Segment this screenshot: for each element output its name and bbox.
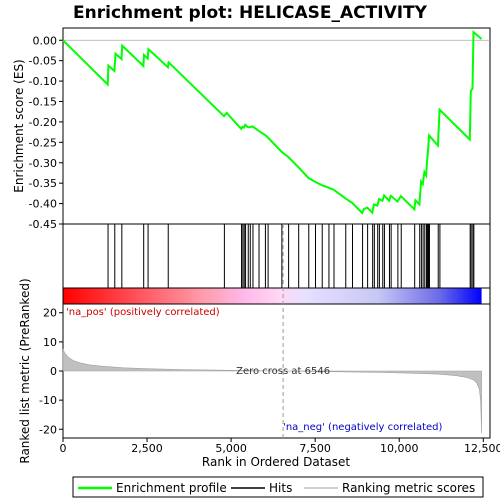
zero-cross-label: Zero cross at 6546: [236, 366, 330, 377]
x-axis-label: Rank in Ordered Dataset: [202, 455, 350, 469]
es-y-tick-label: -0.40: [29, 198, 57, 211]
metric-y-tick-label: -20: [39, 423, 57, 436]
legend-metric-label: Ranking metric scores: [342, 481, 475, 495]
legend-profile-label: Enrichment profile: [116, 481, 227, 495]
x-axis: 0 2,500 5,000 7,500 10,000 12,500: [60, 438, 500, 455]
metric-y-tick-label: 20: [43, 307, 57, 320]
es-y-axis: 0.00 -0.05 -0.10 -0.15 -0.20 -0.25 -0.30 -0.35 -…: [29, 34, 63, 231]
hits-panel: [62, 223, 491, 289]
x-tick-label: 5,000: [215, 442, 247, 455]
metric-y-label: Ranked list metric (PreRanked): [18, 278, 32, 463]
metric-y-tick-label: 0: [50, 365, 57, 378]
es-y-tick-label: -0.25: [29, 136, 57, 149]
hits-marks: [107, 224, 475, 288]
x-tick-label: 7,500: [299, 442, 331, 455]
legend: [72, 476, 484, 498]
metric-y-axis: 20 10 0 -10 -20: [39, 307, 63, 436]
x-tick-label: 0: [60, 442, 67, 455]
x-tick-label: 10,000: [380, 442, 419, 455]
es-y-tick-label: -0.10: [29, 75, 57, 88]
es-y-tick-label: -0.15: [29, 96, 57, 109]
x-tick-label: 12,500: [464, 442, 500, 455]
es-y-tick-label: -0.35: [29, 177, 57, 190]
metric-y-tick-label: -10: [39, 394, 57, 407]
es-y-tick-label: -0.20: [29, 116, 57, 129]
es-y-label: Enrichment score (ES): [12, 59, 26, 192]
rank-color-bar: [63, 288, 482, 304]
enrichment-profile-line: [62, 29, 483, 215]
es-y-tick-label: 0.00: [33, 34, 58, 47]
es-y-tick-label: -0.30: [29, 157, 57, 170]
es-y-tick-label: -0.45: [29, 218, 57, 231]
negative-label: 'na_neg' (negatively correlated): [283, 422, 442, 433]
chart-title: Enrichment plot: HELICASE_ACTIVITY: [73, 3, 428, 23]
ranking-metric-area: [62, 349, 482, 434]
es-y-tick-label: -0.05: [29, 55, 57, 68]
metric-y-tick-label: 10: [43, 336, 57, 349]
x-tick-label: 2,500: [131, 442, 163, 455]
legend-hits-label: Hits: [269, 481, 292, 495]
es-panel: [62, 27, 491, 225]
positive-label: 'na_pos' (positively correlated): [66, 307, 220, 318]
